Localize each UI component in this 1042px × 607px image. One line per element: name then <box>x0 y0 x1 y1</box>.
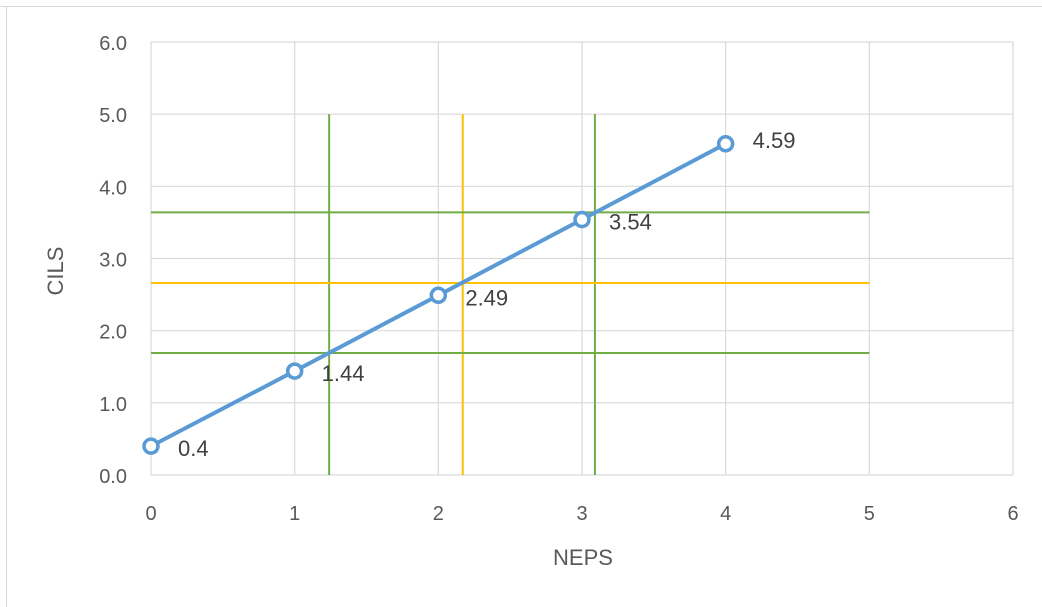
reference-lines <box>151 114 870 475</box>
data-labels: 0.4 1.44 2.49 3.54 4.59 <box>178 128 795 461</box>
data-point-marker <box>716 135 735 153</box>
frame-border-top <box>0 6 1042 7</box>
x-tick-label: 3 <box>576 503 587 525</box>
data-label: 3.54 <box>609 210 652 235</box>
y-tick-label: 6.0 <box>99 33 127 55</box>
y-tick-label: 3.0 <box>99 250 127 272</box>
data-point-marker <box>429 286 448 305</box>
x-tick-label: 0 <box>145 503 156 525</box>
tick-labels: 0.0 1.0 2.0 3.0 4.0 5.0 6.0 0 1 2 3 4 5 6 <box>99 33 1018 525</box>
data-label: 4.59 <box>753 128 796 153</box>
x-axis-title-text: NEPS <box>553 545 613 570</box>
x-tick-label: 4 <box>720 503 731 525</box>
y-tick-label: 2.0 <box>99 322 127 344</box>
series <box>142 135 735 455</box>
x-tick-label: 6 <box>1007 503 1018 525</box>
x-tick-label: 2 <box>433 503 444 525</box>
data-point-marker <box>573 210 591 229</box>
data-point-marker <box>142 437 160 455</box>
frame-border-left <box>6 6 7 607</box>
x-tick-label: 1 <box>289 503 300 525</box>
y-tick-label: 4.0 <box>99 177 127 199</box>
x-tick-label: 5 <box>864 503 875 525</box>
data-label: 1.44 <box>322 361 365 386</box>
data-label: 2.49 <box>465 285 508 310</box>
y-tick-label: 0.0 <box>99 466 127 488</box>
y-axis-title: CILS <box>43 246 68 296</box>
y-tick-label: 1.0 <box>99 394 127 416</box>
data-point-marker <box>285 362 304 380</box>
gridlines <box>150 41 1014 476</box>
data-label: 0.4 <box>178 436 209 461</box>
y-tick-label: 5.0 <box>99 105 127 127</box>
